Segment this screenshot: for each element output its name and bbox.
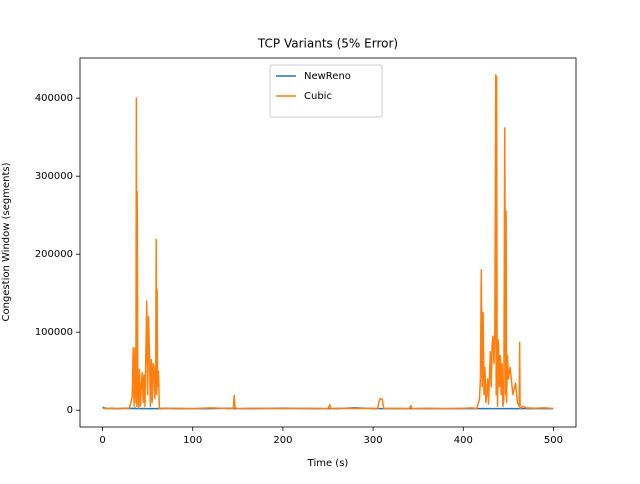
plot-frame: [79, 57, 577, 428]
y-tick-label: 400000: [35, 93, 73, 104]
chart-title: TCP Variants (5% Error): [257, 37, 398, 51]
x-tick-label: 100: [183, 435, 202, 446]
x-tick-label: 200: [273, 435, 292, 446]
x-axis-label: Time (s): [307, 458, 349, 469]
x-tick-label: 500: [544, 435, 563, 446]
line-series: [102, 74, 554, 410]
legend-box: [269, 64, 383, 118]
legend-label: NewReno: [304, 71, 351, 82]
x-tick-label: 0: [99, 435, 105, 446]
legend-label: Cubic: [304, 91, 332, 102]
x-tick-label: 400: [454, 435, 473, 446]
y-tick-label: 200000: [35, 249, 73, 260]
x-tick-label: 300: [364, 435, 383, 446]
y-tick-label: 0: [67, 405, 73, 416]
y-axis-label: Congestion Window (segments): [1, 162, 12, 321]
y-tick-label: 100000: [35, 327, 73, 338]
y-tick-label: 300000: [35, 171, 73, 182]
